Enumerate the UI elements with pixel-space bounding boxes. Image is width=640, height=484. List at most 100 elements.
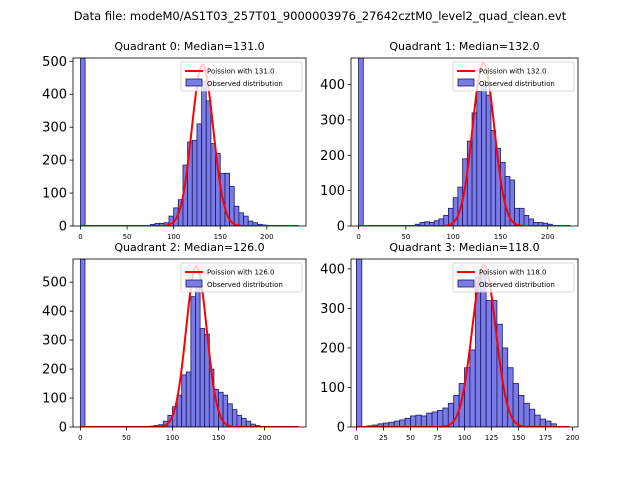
- poisson-curve: [80, 63, 299, 226]
- y-tick-label: 300: [320, 302, 345, 317]
- histogram-bar: [195, 281, 201, 427]
- panel-title: Quadrant 2: Median=126.0: [114, 241, 264, 254]
- legend-box: [452, 262, 575, 293]
- x-tick-label: 200: [258, 434, 271, 442]
- legend-bar-swatch: [185, 279, 203, 288]
- legend-box: [180, 262, 303, 293]
- y-tick-label: 100: [320, 184, 345, 199]
- histogram-bar: [233, 205, 240, 226]
- y-tick-label: 0: [59, 220, 67, 235]
- histogram-bar: [201, 80, 207, 226]
- legend-label-observed: Observed distribution: [479, 80, 555, 88]
- y-tick-label: 200: [320, 341, 345, 356]
- histogram-bar: [199, 328, 206, 427]
- histogram-bar: [426, 412, 433, 427]
- x-tick-label: 100: [446, 233, 459, 241]
- histogram-bar: [241, 417, 247, 427]
- histogram-bar: [528, 408, 536, 427]
- panel-title: Quadrant 3: Median=118.0: [389, 241, 539, 254]
- histogram-bar: [238, 212, 244, 226]
- y-tick-label: 500: [42, 276, 67, 291]
- histogram-bar: [518, 207, 525, 226]
- x-tick-label: 50: [401, 233, 410, 241]
- histogram-bar: [231, 409, 238, 427]
- histogram-bar: [539, 418, 546, 427]
- y-tick-label: 300: [42, 334, 67, 349]
- y-tick-label: 100: [320, 381, 345, 396]
- histogram-bar: [523, 214, 530, 226]
- x-tick-label: 0: [356, 233, 360, 241]
- histogram-bar: [227, 403, 233, 427]
- histogram-bar: [509, 179, 516, 226]
- poisson-curve: [80, 265, 299, 427]
- y-tick-label: 100: [42, 187, 67, 202]
- legend-label-observed: Observed distribution: [207, 80, 283, 88]
- histogram-bar: [481, 84, 487, 226]
- histogram-bar: [442, 407, 449, 427]
- legend-label-observed: Observed distribution: [479, 281, 555, 289]
- bar-zero-bin: [358, 58, 364, 226]
- y-tick-label: 300: [42, 121, 67, 136]
- histogram-bar: [236, 415, 242, 427]
- x-tick-label: 75: [433, 434, 442, 442]
- chart-panel-2: 0 50 100 150 200 0 100 200 300 400 500 Quadrant 2: …: [42, 241, 307, 442]
- histogram-bar: [528, 218, 534, 226]
- x-tick-label: 0: [78, 233, 82, 241]
- y-tick-label: 0: [59, 421, 67, 436]
- legend-label-poisson: Poission with 132.0: [479, 68, 547, 76]
- x-tick-label: 125: [485, 434, 498, 442]
- x-tick-label: 200: [566, 434, 579, 442]
- bar-zero-bin: [79, 259, 86, 427]
- x-tick-label: 25: [379, 434, 388, 442]
- plot-area: [80, 58, 299, 226]
- y-tick-label: 400: [320, 262, 345, 277]
- x-tick-label: 100: [458, 434, 471, 442]
- x-tick-label: 0: [354, 434, 358, 442]
- histogram-bar: [196, 123, 203, 226]
- histogram-bar: [518, 394, 525, 427]
- histogram-bar: [480, 272, 487, 427]
- legend-box: [180, 61, 303, 92]
- histogram-bar: [210, 143, 216, 226]
- histogram-bar: [181, 374, 187, 427]
- axes-frame: [350, 57, 579, 227]
- x-tick-label: 50: [122, 434, 131, 442]
- histogram-bar: [185, 371, 192, 427]
- histogram-bar: [399, 419, 406, 427]
- axes-frame: [72, 57, 307, 227]
- x-tick-label: 200: [260, 233, 273, 241]
- histogram-bar: [415, 414, 422, 427]
- histogram-bar: [437, 409, 444, 427]
- legend-bar-swatch: [185, 78, 203, 87]
- histogram-bar: [410, 415, 417, 427]
- panel-title: Quadrant 0: Median=131.0: [114, 40, 264, 53]
- histogram-bar: [490, 130, 497, 226]
- histogram-bar: [431, 411, 438, 427]
- x-tick-label: 150: [512, 434, 525, 442]
- chart-panel-3: 0 25 50 75 100 125 150 175 200 0 100 200 300 400 Quadr…: [320, 241, 579, 442]
- y-tick-label: 300: [320, 113, 345, 128]
- x-tick-label: 150: [494, 233, 507, 241]
- y-tick-label: 400: [42, 305, 67, 320]
- histogram-bar: [190, 296, 196, 427]
- x-tick-label: 50: [123, 233, 132, 241]
- x-tick-label: 200: [541, 233, 554, 241]
- x-tick-label: 150: [212, 434, 225, 442]
- bar-zero-bin: [80, 58, 86, 226]
- poisson-curve: [358, 62, 571, 226]
- y-tick-label: 0: [337, 421, 345, 436]
- figure-title: Data file: modeM0/AS1T03_257T01_90000039…: [74, 9, 567, 23]
- axes-frame: [72, 258, 307, 428]
- plot-area: [358, 58, 571, 226]
- x-tick-label: 100: [166, 434, 179, 442]
- legend-bar-swatch: [457, 78, 475, 87]
- histogram-bar: [205, 100, 212, 226]
- y-tick-label: 200: [320, 149, 345, 164]
- histogram-bar: [191, 139, 198, 226]
- panel-title: Quadrant 1: Median=132.0: [389, 40, 539, 53]
- histogram-bar: [404, 417, 411, 427]
- y-tick-label: 400: [42, 88, 67, 103]
- y-tick-label: 400: [320, 78, 345, 93]
